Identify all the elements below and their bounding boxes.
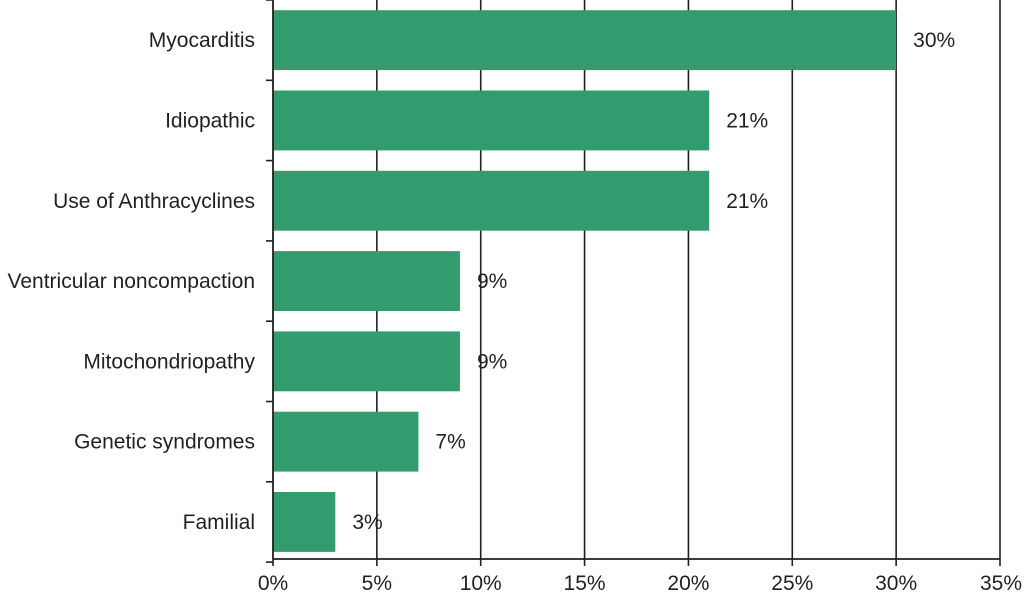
labels: Myocarditis Idiopathic Use of Anthracyclin… <box>8 29 1022 595</box>
category-label: Ventricular noncompaction <box>8 270 255 293</box>
bar-familial <box>273 492 336 552</box>
x-tick-label: 35% <box>980 572 1022 595</box>
value-label: 21% <box>726 190 768 213</box>
value-label: 9% <box>477 270 507 293</box>
value-label: 7% <box>435 431 465 454</box>
x-tick-label: 15% <box>564 572 606 595</box>
category-label: Familial <box>183 511 255 534</box>
value-label: 21% <box>726 109 768 132</box>
bar-genetic-syndromes <box>273 411 419 472</box>
x-tick-label: 20% <box>667 572 709 595</box>
x-tick-label: 0% <box>258 572 288 595</box>
category-label: Use of Anthracyclines <box>53 190 255 213</box>
category-label: Genetic syndromes <box>74 431 255 454</box>
bar-mitochondriopathy <box>273 331 460 392</box>
value-label: 9% <box>477 350 507 373</box>
category-label: Idiopathic <box>165 109 255 132</box>
x-tick-label: 30% <box>875 572 917 595</box>
category-label: Mitochondriopathy <box>83 350 255 373</box>
axes <box>266 0 1001 566</box>
x-tick-label: 5% <box>362 572 392 595</box>
value-label: 3% <box>352 511 382 534</box>
value-label: 30% <box>913 29 955 52</box>
x-tick-label: 10% <box>460 572 502 595</box>
bar-use-of-anthracyclines <box>273 170 710 231</box>
bar-ventricular-noncompaction <box>273 251 460 311</box>
grid-lines <box>376 0 1001 559</box>
category-label: Myocarditis <box>149 29 255 52</box>
bar-myocarditis <box>273 10 897 71</box>
x-tick-label: 25% <box>771 572 813 595</box>
bars <box>273 10 897 552</box>
bar-idiopathic <box>273 90 710 151</box>
